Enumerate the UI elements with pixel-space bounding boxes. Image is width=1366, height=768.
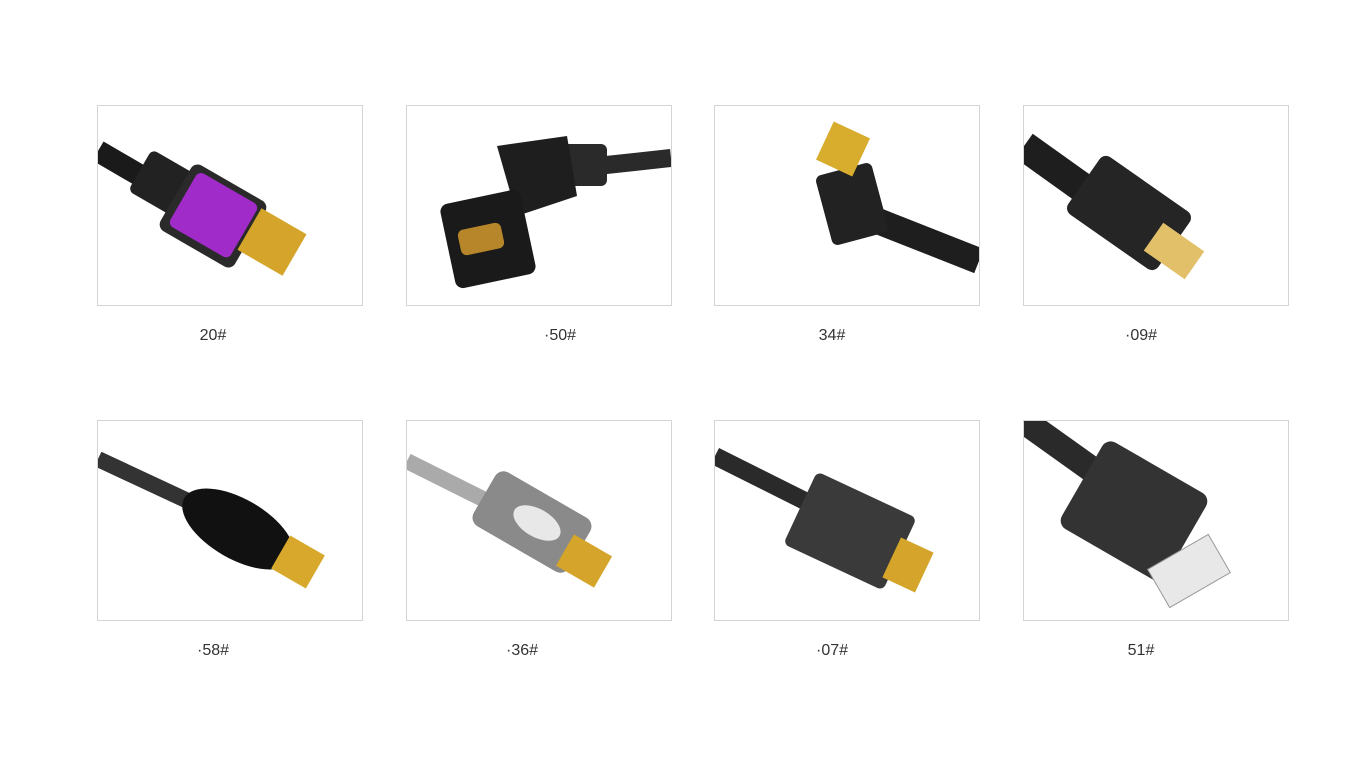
product-label: 51# <box>1127 642 1155 659</box>
product-image[interactable] <box>406 420 672 621</box>
product-label: ·50# <box>543 327 577 344</box>
cable-illustration <box>98 141 307 276</box>
product-image[interactable] <box>1023 105 1289 306</box>
product-image[interactable] <box>714 105 980 306</box>
cable-illustration <box>1024 421 1231 609</box>
product-image[interactable] <box>97 420 363 621</box>
cable-illustration <box>815 121 979 274</box>
product-image[interactable] <box>406 105 672 306</box>
product-label: 20# <box>199 327 227 344</box>
cable-illustration <box>715 447 934 593</box>
product-label: 34# <box>818 327 846 344</box>
product-label: ·58# <box>196 642 230 659</box>
product-label: ·07# <box>815 642 849 659</box>
product-image[interactable] <box>714 420 980 621</box>
cable-illustration <box>1024 133 1205 280</box>
product-image[interactable] <box>1023 420 1289 621</box>
product-label: ·09# <box>1124 327 1158 344</box>
cable-illustration <box>98 451 325 589</box>
product-image[interactable] <box>97 105 363 306</box>
product-label: ·36# <box>505 642 539 659</box>
cable-illustration <box>407 453 613 588</box>
cable-illustration <box>440 136 671 289</box>
